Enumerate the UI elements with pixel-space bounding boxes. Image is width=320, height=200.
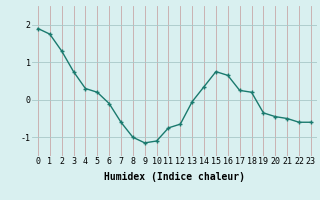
X-axis label: Humidex (Indice chaleur): Humidex (Indice chaleur) bbox=[104, 172, 245, 182]
